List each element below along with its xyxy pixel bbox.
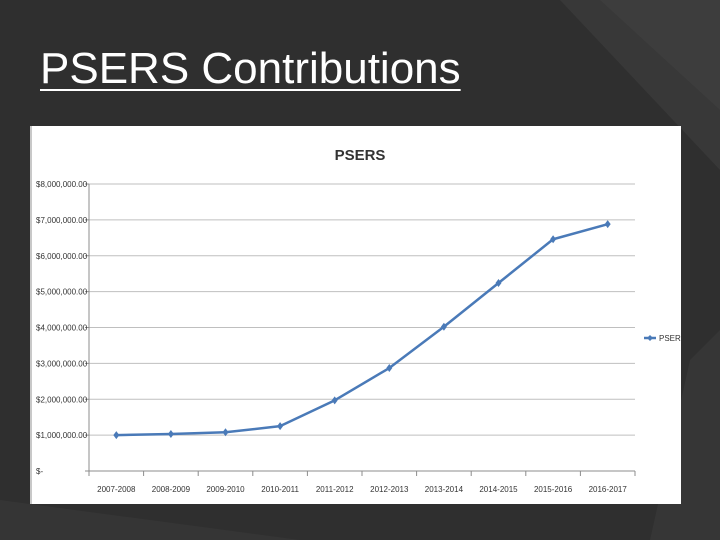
x-tick-label: 2009-2010 [206, 485, 245, 494]
x-tick-label: 2014-2015 [479, 485, 518, 494]
data-point [604, 220, 611, 229]
y-tick-label: $7,000,000.00 [36, 216, 88, 225]
data-point [550, 235, 557, 244]
y-tick-label: $3,000,000.00 [36, 359, 88, 368]
data-point [222, 428, 229, 437]
legend-label: PSERS [659, 334, 681, 343]
series-line [116, 222, 609, 437]
data-point [386, 364, 393, 373]
data-point [331, 396, 338, 405]
line-chart: PSERS $- $1,000,000.00 $2,000,000.00 $3,000… [36, 147, 681, 494]
data-point [113, 431, 120, 440]
y-tick-label: $5,000,000.00 [36, 288, 88, 297]
x-tick-label: 2013-2014 [425, 485, 464, 494]
x-tick-label: 2012-2013 [370, 485, 409, 494]
series-lines [113, 220, 611, 440]
chart-panel: PSERS $- $1,000,000.00 $2,000,000.00 $3,000… [30, 126, 681, 504]
x-axis-tick-labels: 2007-2008 2008-2009 2009-2010 2010-2011 2011… [97, 485, 627, 494]
axes [85, 183, 636, 476]
chart-title: PSERS [335, 147, 386, 164]
x-tick-label: 2007-2008 [97, 485, 136, 494]
x-tick-label: 2016-2017 [589, 485, 628, 494]
data-point [167, 430, 174, 439]
gridlines [89, 183, 635, 436]
legend: PSERS [644, 334, 681, 343]
x-tick-label: 2015-2016 [534, 485, 573, 494]
data-point [440, 322, 447, 331]
y-axis-tick-labels: $- $1,000,000.00 $2,000,000.00 $3,000,000.0… [36, 180, 88, 476]
y-tick-label: $1,000,000.00 [36, 431, 88, 440]
data-point [277, 422, 284, 431]
y-tick-label: $- [36, 467, 43, 476]
y-tick-label: $8,000,000.00 [36, 180, 88, 189]
y-tick-label: $2,000,000.00 [36, 395, 88, 404]
y-tick-label: $6,000,000.00 [36, 252, 88, 261]
x-tick-label: 2011-2012 [316, 485, 354, 494]
data-point [495, 279, 502, 288]
x-tick-label: 2008-2009 [152, 485, 191, 494]
x-tick-label: 2010-2011 [261, 485, 299, 494]
slide-title: PSERS Contributions [40, 44, 461, 93]
legend-marker [647, 335, 653, 341]
y-tick-label: $4,000,000.00 [36, 324, 88, 333]
